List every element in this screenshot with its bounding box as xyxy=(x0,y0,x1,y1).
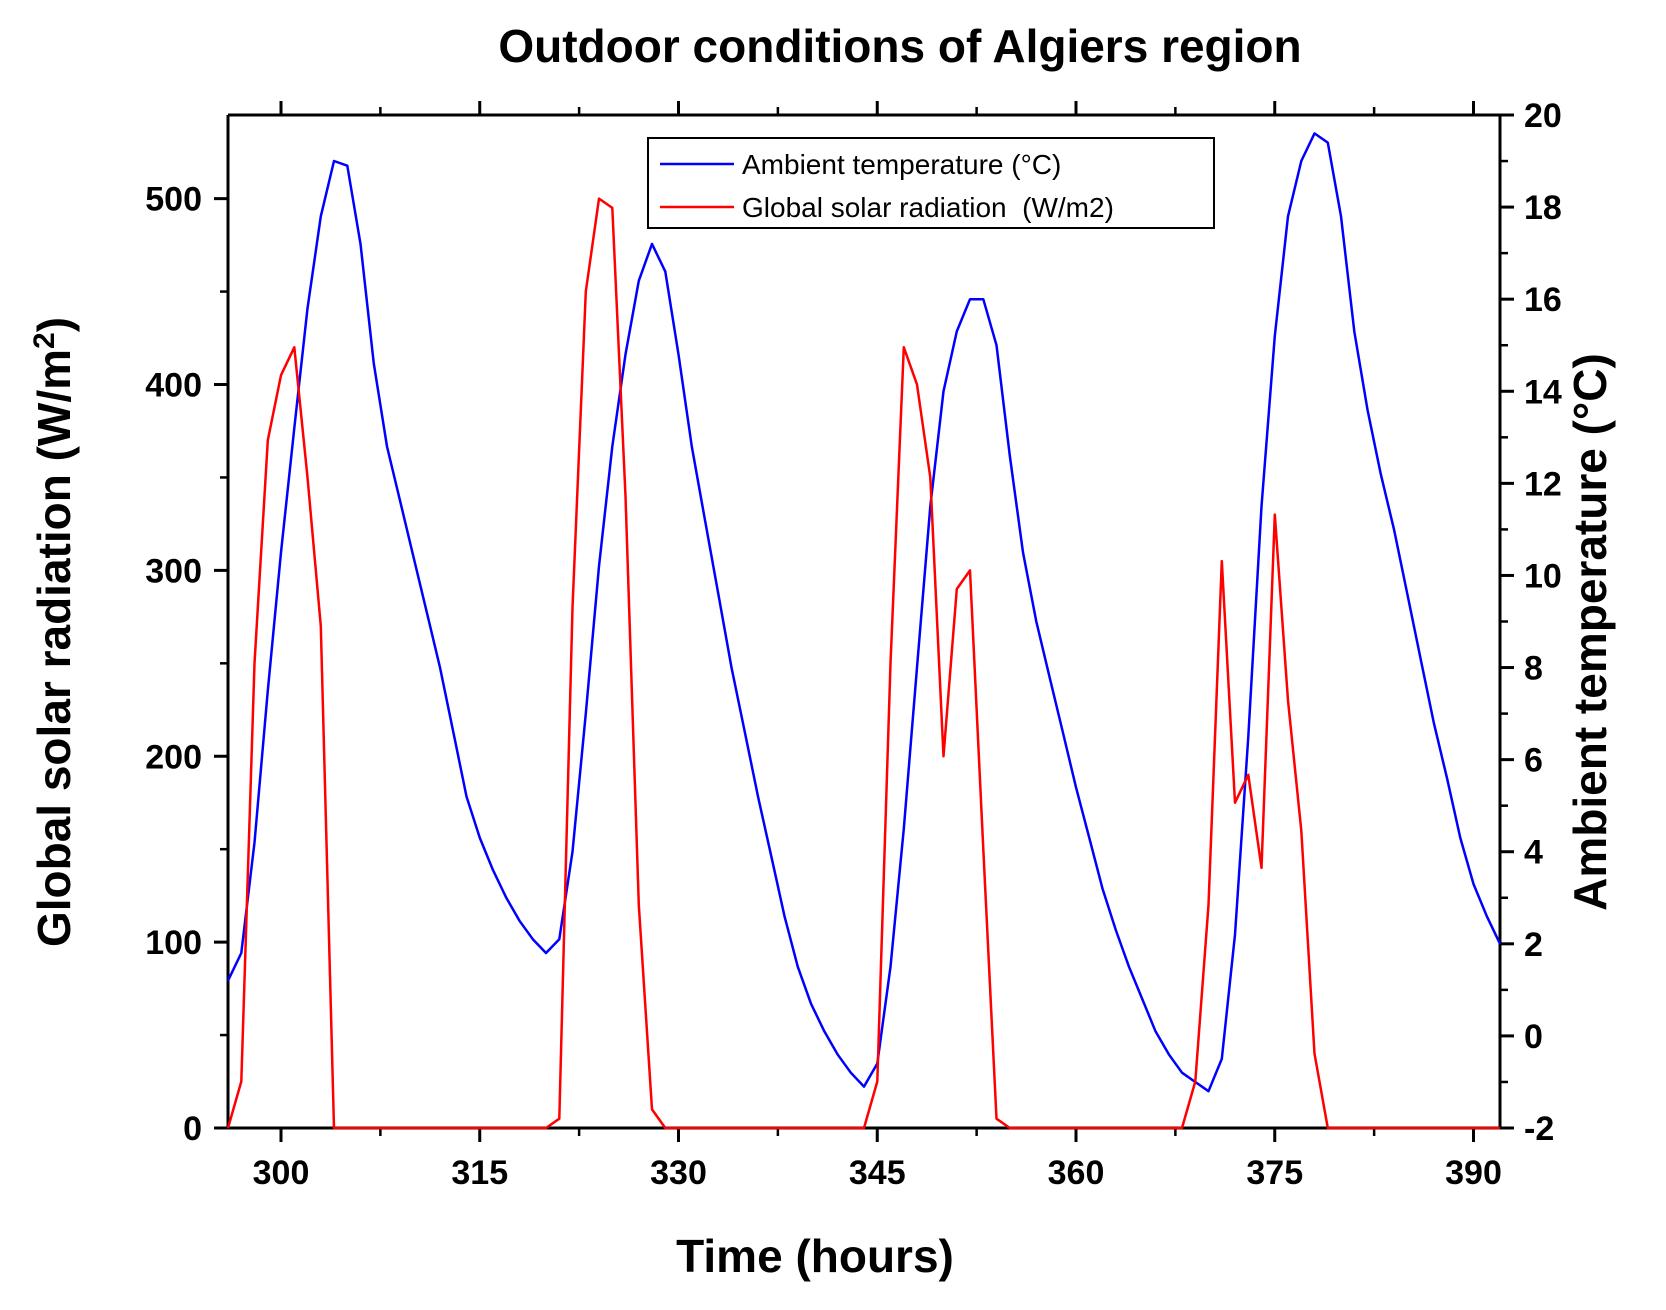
y-left-axis-title-close: ) xyxy=(28,317,80,332)
y-right-tick-label: 2 xyxy=(1524,926,1543,964)
x-axis-title: Time (hours) xyxy=(676,1230,954,1282)
y-right-tick-label: 8 xyxy=(1524,650,1543,688)
x-tick-label: 375 xyxy=(1246,1154,1303,1192)
legend-label-radiation: Global solar radiation (W/m2) xyxy=(742,192,1114,223)
y-left-tick-label: 500 xyxy=(145,181,202,219)
x-tick-label: 345 xyxy=(849,1154,906,1192)
legend-label-temperature: Ambient temperature (°C) xyxy=(742,149,1061,180)
x-tick-label: 315 xyxy=(451,1154,508,1192)
x-tick-label: 360 xyxy=(1048,1154,1105,1192)
y-right-tick-label: 12 xyxy=(1524,465,1562,503)
x-tick-label: 390 xyxy=(1445,1154,1502,1192)
y-left-tick-label: 300 xyxy=(145,552,202,590)
y-right-tick-label: 18 xyxy=(1524,189,1562,227)
ticks: 300 315 330 345 360 375 390 0 100 200 300 400 500 -2 0… xyxy=(145,97,1562,1192)
legend-box xyxy=(647,137,1215,229)
chart-title: Outdoor conditions of Algiers region xyxy=(498,20,1301,72)
y-right-axis-title: Ambient temperature (°C) xyxy=(1564,353,1616,911)
x-tick-label: 330 xyxy=(650,1154,707,1192)
legend: Ambient temperature (°C) Global solar ra… xyxy=(647,137,1215,229)
y-left-axis-title: Global solar radiation (W/m2) xyxy=(28,317,80,947)
series-line-radiation xyxy=(226,197,1500,1130)
y-left-tick-label: 100 xyxy=(145,924,202,962)
y-right-tick-label: 4 xyxy=(1524,834,1543,872)
y-left-axis-title-main: Global solar radiation (W/m xyxy=(28,349,80,947)
y-right-tick-label: 0 xyxy=(1524,1018,1543,1056)
y-left-tick-label: 200 xyxy=(145,738,202,776)
y-right-tick-label: 10 xyxy=(1524,557,1562,595)
y-right-tick-label: -2 xyxy=(1524,1110,1554,1148)
x-tick-label: 300 xyxy=(253,1154,310,1192)
y-left-tick-label: 400 xyxy=(145,367,202,405)
y-left-tick-label: 0 xyxy=(183,1110,202,1148)
series-line-temperature xyxy=(226,132,1502,1093)
y-right-tick-label: 14 xyxy=(1524,373,1562,411)
y-left-axis-title-sup: 2 xyxy=(28,332,61,349)
y-right-tick-label: 16 xyxy=(1524,281,1562,319)
series xyxy=(226,132,1502,1130)
y-right-tick-label: 20 xyxy=(1524,97,1562,135)
y-right-tick-label: 6 xyxy=(1524,742,1543,780)
